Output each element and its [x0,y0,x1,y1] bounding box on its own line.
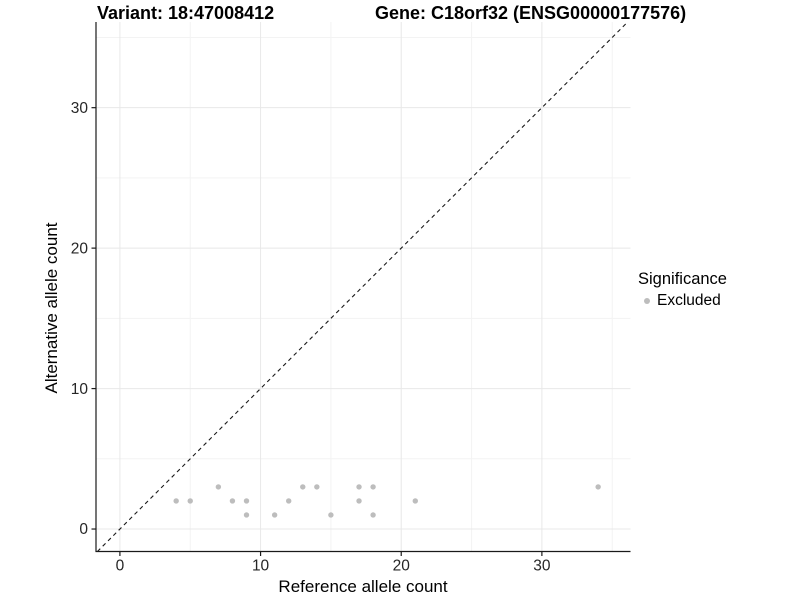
data-point [187,498,193,504]
data-point [595,484,601,490]
x-tick-label: 20 [393,558,411,575]
data-point [370,484,376,490]
legend-key-box [638,293,655,310]
data-point [215,484,222,490]
identity-line-group [97,21,629,552]
legend: Significance Excluded [638,270,727,310]
x-tick-label: 10 [252,558,270,575]
y-tick-label: 10 [71,381,89,398]
x-tick-label: 0 [116,558,125,575]
x-axis-title: Reference allele count [278,577,448,596]
data-point [356,484,362,490]
legend-entry-excluded: Excluded [638,292,727,310]
identity-line [97,21,629,552]
gridlines-major [96,22,631,552]
data-point [314,484,320,490]
data-point [370,512,376,518]
plot-title-variant: Variant: 18:47008412 [97,3,275,23]
axis-lines [95,22,631,553]
y-tick-label: 0 [79,521,88,538]
data-point [243,498,250,504]
data-point [286,498,292,504]
y-tick-label: 20 [71,240,89,257]
x-tick-label: 30 [533,558,551,575]
data-point [328,512,334,518]
excluded-point-icon [643,298,650,304]
tick-labels: 0 10 20 30 0 10 20 30 [71,100,551,575]
data-point [173,498,179,504]
y-tick-label: 30 [71,100,89,117]
data-point [300,484,306,490]
tick-marks [91,107,543,556]
plot-title-gene: Gene: C18orf32 (ENSG00000177576) [375,3,687,23]
data-point [229,498,236,504]
data-point [356,498,362,504]
data-point [412,498,418,504]
data-point [271,512,278,518]
data-points [173,484,601,518]
legend-title: Significance [638,270,727,288]
legend-entry-label: Excluded [657,292,721,309]
y-axis-title: Alternative allele count [42,222,61,394]
data-point [243,512,250,518]
